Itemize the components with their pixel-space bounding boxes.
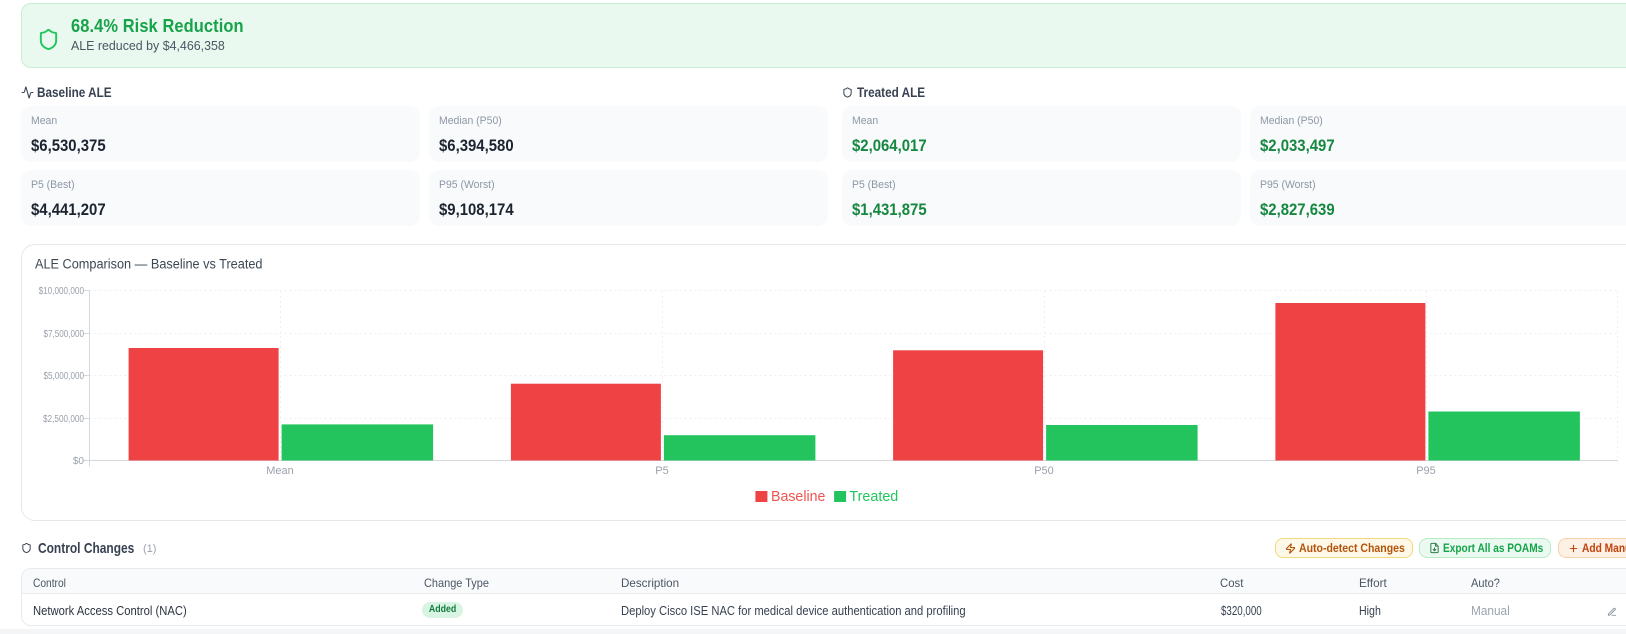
svg-text:$2,500,000: $2,500,000 xyxy=(43,414,84,425)
svg-text:P95: P95 xyxy=(1416,465,1436,477)
svg-text:ALE Comparison — Baseline vs T: ALE Comparison — Baseline vs Treated xyxy=(35,257,263,272)
svg-text:Treated: Treated xyxy=(849,488,898,505)
svg-text:$7,500,000: $7,500,000 xyxy=(44,329,85,340)
svg-text:P5: P5 xyxy=(655,465,668,477)
svg-text:P50: P50 xyxy=(1034,465,1054,477)
svg-text:Baseline: Baseline xyxy=(771,488,825,505)
svg-text:$0: $0 xyxy=(73,456,85,467)
svg-text:$10,000,000: $10,000,000 xyxy=(39,286,85,297)
svg-text:Mean: Mean xyxy=(266,465,294,477)
svg-text:$5,000,000: $5,000,000 xyxy=(44,371,85,382)
